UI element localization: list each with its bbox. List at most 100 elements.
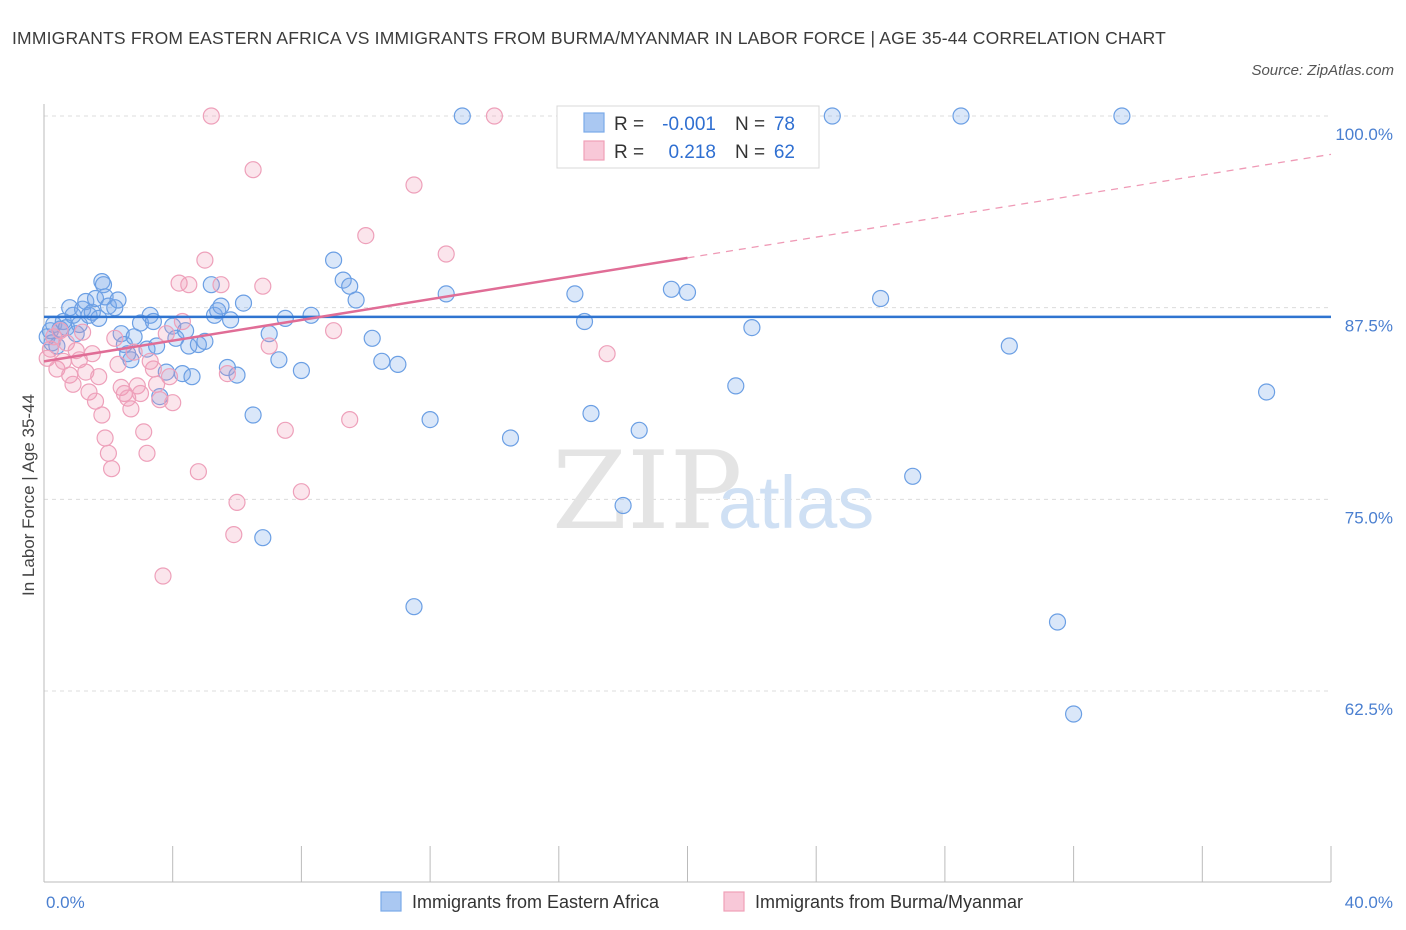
watermark-zip: ZIP bbox=[552, 429, 742, 554]
point-burma bbox=[77, 363, 95, 381]
point-burma bbox=[151, 391, 169, 409]
point-burma bbox=[180, 276, 198, 294]
point-burma bbox=[218, 365, 236, 383]
point-eastern-africa bbox=[501, 429, 520, 447]
chart-title: IMMIGRANTS FROM EASTERN AFRICA VS IMMIGR… bbox=[12, 28, 1167, 48]
trend-line-burma-extension bbox=[687, 153, 1332, 259]
point-burma bbox=[135, 423, 153, 441]
stats-r-value-pink: 0.218 bbox=[668, 142, 716, 163]
point-burma bbox=[189, 463, 207, 481]
point-eastern-africa bbox=[437, 285, 455, 303]
point-burma bbox=[276, 421, 294, 439]
point-burma bbox=[485, 107, 503, 125]
y-tick-label: 100.0% bbox=[1335, 125, 1393, 144]
point-eastern-africa bbox=[405, 598, 423, 616]
point-eastern-africa bbox=[727, 377, 745, 395]
point-eastern-africa bbox=[173, 365, 191, 383]
point-eastern-africa bbox=[96, 288, 114, 306]
legend-swatch-eastern-africa bbox=[380, 891, 402, 912]
point-eastern-africa bbox=[614, 496, 632, 515]
y-tick-labels: 62.5% 75.0% 87.5% 100.0% bbox=[1335, 125, 1393, 719]
stats-r-label-pink: R = bbox=[614, 142, 644, 163]
point-burma bbox=[154, 567, 172, 585]
point-eastern-africa bbox=[302, 306, 320, 324]
point-eastern-africa bbox=[1257, 383, 1276, 401]
point-burma bbox=[122, 400, 140, 418]
gridlines bbox=[44, 115, 1331, 692]
point-burma bbox=[102, 460, 121, 478]
point-burma bbox=[254, 277, 272, 295]
point-burma bbox=[341, 411, 359, 429]
point-burma bbox=[212, 276, 230, 294]
point-eastern-africa bbox=[234, 294, 253, 312]
point-eastern-africa bbox=[341, 277, 359, 295]
point-eastern-africa bbox=[99, 297, 118, 315]
point-eastern-africa bbox=[871, 289, 890, 308]
y-tick-label: 75.0% bbox=[1345, 508, 1393, 527]
stats-r-value-blue: -0.001 bbox=[662, 114, 716, 135]
point-eastern-africa bbox=[1000, 337, 1018, 355]
point-eastern-africa bbox=[373, 352, 391, 370]
stats-n-label-pink: N = bbox=[735, 142, 765, 163]
stats-n-value-pink: 62 bbox=[774, 142, 795, 163]
y-tick-label: 87.5% bbox=[1345, 317, 1393, 336]
point-burma bbox=[109, 355, 127, 373]
point-burma bbox=[260, 337, 278, 355]
point-burma bbox=[157, 325, 175, 343]
point-burma bbox=[99, 444, 118, 462]
point-burma bbox=[131, 384, 150, 403]
point-burma bbox=[437, 245, 455, 263]
point-burma bbox=[225, 525, 243, 544]
point-eastern-africa bbox=[43, 334, 61, 352]
point-burma bbox=[86, 392, 105, 410]
point-eastern-africa bbox=[183, 368, 201, 386]
point-burma bbox=[202, 107, 220, 125]
point-eastern-africa bbox=[205, 306, 224, 324]
point-eastern-africa bbox=[270, 351, 288, 369]
stats-swatch-blue bbox=[583, 112, 605, 133]
point-burma bbox=[244, 161, 262, 179]
point-eastern-africa bbox=[904, 467, 922, 485]
point-burma bbox=[196, 251, 214, 269]
axes bbox=[43, 104, 1332, 883]
stats-n-value-blue: 78 bbox=[774, 114, 795, 135]
point-burma bbox=[598, 345, 616, 363]
point-eastern-africa bbox=[292, 361, 310, 380]
point-eastern-africa bbox=[254, 529, 272, 547]
point-eastern-africa bbox=[222, 311, 240, 329]
point-burma bbox=[119, 389, 137, 407]
point-eastern-africa bbox=[678, 283, 697, 301]
legend-label-eastern-africa: Immigrants from Eastern Africa bbox=[412, 892, 660, 912]
legend-swatch-burma bbox=[723, 891, 745, 912]
x-tick-label-min: 0.0% bbox=[46, 893, 85, 912]
point-eastern-africa bbox=[1048, 613, 1067, 631]
point-burma bbox=[61, 366, 79, 384]
point-eastern-africa bbox=[662, 280, 681, 298]
point-burma bbox=[73, 323, 92, 341]
point-burma bbox=[325, 322, 343, 340]
point-eastern-africa bbox=[566, 285, 584, 303]
y-axis-label: In Labor Force | Age 35-44 bbox=[19, 394, 38, 596]
point-eastern-africa bbox=[109, 291, 127, 309]
point-eastern-africa bbox=[212, 297, 230, 315]
point-eastern-africa bbox=[125, 328, 143, 346]
point-burma bbox=[160, 368, 179, 386]
point-eastern-africa bbox=[209, 302, 227, 320]
point-burma bbox=[292, 483, 310, 501]
watermark-atlas: atlas bbox=[718, 461, 874, 544]
point-burma bbox=[64, 375, 82, 393]
stats-r-label-blue: R = bbox=[614, 114, 644, 135]
legend: Immigrants from Eastern Africa Immigrant… bbox=[380, 891, 1023, 912]
point-eastern-africa bbox=[202, 276, 220, 294]
y-tick-label: 62.5% bbox=[1345, 700, 1393, 719]
x-tick-label-max: 40.0% bbox=[1345, 893, 1393, 912]
point-eastern-africa bbox=[347, 291, 365, 309]
point-eastern-africa bbox=[90, 309, 108, 327]
point-eastern-africa bbox=[80, 306, 98, 324]
point-eastern-africa bbox=[453, 107, 471, 125]
point-burma bbox=[138, 444, 156, 462]
point-eastern-africa bbox=[389, 355, 407, 373]
point-eastern-africa bbox=[363, 329, 381, 347]
point-burma bbox=[93, 406, 111, 424]
